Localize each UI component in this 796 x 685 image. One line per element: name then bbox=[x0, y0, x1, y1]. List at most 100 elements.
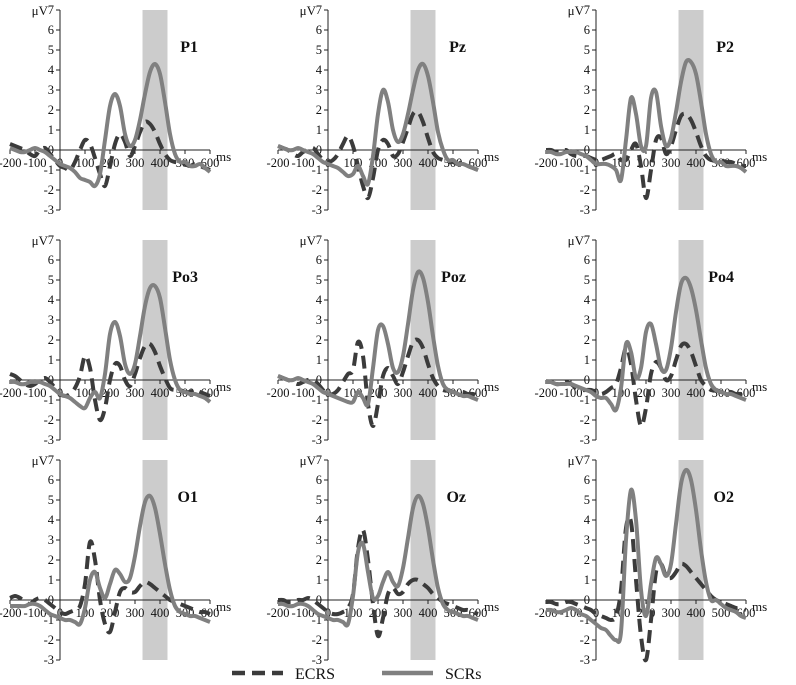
series-scrs bbox=[277, 493, 479, 628]
y-tick-label: -1 bbox=[44, 613, 54, 627]
y-unit-label: μV bbox=[568, 233, 585, 248]
y-tick-label: 1 bbox=[48, 353, 54, 367]
y-tick-label: 2 bbox=[316, 553, 322, 567]
y-unit-label: μV bbox=[300, 3, 317, 18]
panel-title: O2 bbox=[714, 489, 734, 506]
x-tick-label: -100 bbox=[24, 156, 47, 170]
y-tick-label: -3 bbox=[580, 203, 590, 217]
x-tick-label: -100 bbox=[560, 156, 583, 170]
x-unit-label: ms bbox=[752, 599, 767, 614]
y-tick-label: 4 bbox=[48, 293, 55, 307]
y-tick-label: -2 bbox=[44, 633, 54, 647]
y-tick-label: 6 bbox=[316, 23, 322, 37]
y-tick-label: -1 bbox=[44, 163, 54, 177]
y-tick-label: 4 bbox=[316, 293, 323, 307]
y-tick-label: 1 bbox=[316, 573, 322, 587]
x-tick-label: -200 bbox=[535, 386, 558, 400]
y-tick-label: 7 bbox=[48, 233, 54, 247]
legend-scrs-label: SCRs bbox=[445, 666, 481, 683]
x-tick-label: -200 bbox=[535, 156, 558, 170]
series-scrs bbox=[9, 62, 212, 189]
y-tick-label: 3 bbox=[584, 533, 590, 547]
y-tick-label: 6 bbox=[584, 473, 590, 487]
y-tick-label: -3 bbox=[44, 433, 54, 447]
y-tick-label: -2 bbox=[580, 413, 590, 427]
x-tick-label: -100 bbox=[24, 386, 47, 400]
y-unit-label: μV bbox=[32, 453, 49, 468]
y-tick-label: 4 bbox=[584, 513, 591, 527]
panel-title: Poz bbox=[441, 269, 466, 286]
legend: ECRS SCRs bbox=[232, 666, 481, 683]
x-tick-label: 300 bbox=[394, 156, 413, 170]
x-tick-label: -200 bbox=[0, 386, 21, 400]
x-unit-label: ms bbox=[484, 599, 499, 614]
y-tick-label: 1 bbox=[316, 123, 322, 137]
series-scrs bbox=[545, 467, 747, 644]
y-tick-label: -3 bbox=[44, 203, 54, 217]
y-tick-label: 4 bbox=[584, 63, 591, 77]
series-scrs bbox=[545, 275, 747, 413]
y-tick-label: -3 bbox=[312, 433, 322, 447]
x-tick-label: 300 bbox=[662, 606, 681, 620]
x-tick-label: -200 bbox=[267, 386, 290, 400]
y-tick-label: -2 bbox=[312, 633, 322, 647]
x-tick-label: 300 bbox=[126, 606, 145, 620]
x-tick-label: -100 bbox=[560, 386, 583, 400]
highlight-window bbox=[410, 10, 436, 210]
series-ecrs bbox=[277, 337, 479, 428]
y-tick-label: 1 bbox=[48, 573, 54, 587]
y-tick-label: 7 bbox=[316, 453, 322, 467]
y-tick-label: 3 bbox=[316, 83, 322, 97]
y-tick-label: 7 bbox=[584, 453, 590, 467]
legend-ecrs-label: ECRS bbox=[295, 666, 335, 683]
y-tick-label: 6 bbox=[48, 473, 54, 487]
y-tick-label: 7 bbox=[316, 3, 322, 17]
y-tick-label: 6 bbox=[48, 23, 54, 37]
series-ecrs bbox=[545, 341, 747, 429]
x-tick-label: -100 bbox=[292, 606, 315, 620]
panel-title: Po4 bbox=[708, 269, 734, 286]
y-tick-label: 5 bbox=[48, 493, 54, 507]
y-tick-label: 1 bbox=[316, 353, 322, 367]
y-tick-label: 6 bbox=[584, 253, 590, 267]
y-tick-label: 3 bbox=[48, 533, 54, 547]
x-tick-label: 400 bbox=[151, 606, 170, 620]
y-tick-label: 5 bbox=[316, 273, 322, 287]
series-ecrs bbox=[545, 515, 747, 663]
y-tick-label: 7 bbox=[316, 233, 322, 247]
y-tick-label: -3 bbox=[580, 433, 590, 447]
y-tick-label: 2 bbox=[48, 333, 54, 347]
series-ecrs bbox=[9, 539, 211, 635]
y-tick-label: 7 bbox=[48, 453, 54, 467]
series-scrs bbox=[545, 58, 748, 184]
y-tick-label: -1 bbox=[580, 163, 590, 177]
y-tick-label: -1 bbox=[312, 163, 322, 177]
y-tick-label: 2 bbox=[48, 553, 54, 567]
y-tick-label: 2 bbox=[316, 333, 322, 347]
x-unit-label: ms bbox=[484, 149, 499, 164]
highlight-window bbox=[142, 10, 168, 210]
series-ecrs bbox=[9, 341, 211, 423]
y-unit-label: μV bbox=[568, 453, 585, 468]
y-unit-label: μV bbox=[568, 3, 585, 18]
panel-title: O1 bbox=[178, 489, 198, 506]
x-tick-label: 300 bbox=[662, 156, 681, 170]
x-tick-label: 400 bbox=[687, 386, 706, 400]
series-ecrs bbox=[9, 119, 211, 189]
x-tick-label: -200 bbox=[0, 606, 21, 620]
y-unit-label: μV bbox=[300, 233, 317, 248]
y-tick-label: 5 bbox=[48, 43, 54, 57]
x-tick-label: 0 bbox=[325, 606, 331, 620]
y-tick-label: 3 bbox=[316, 313, 322, 327]
x-tick-label: 400 bbox=[419, 386, 438, 400]
y-tick-label: -2 bbox=[44, 413, 54, 427]
y-tick-label: 1 bbox=[584, 353, 590, 367]
y-tick-label: 4 bbox=[48, 63, 55, 77]
y-tick-label: 1 bbox=[584, 573, 590, 587]
